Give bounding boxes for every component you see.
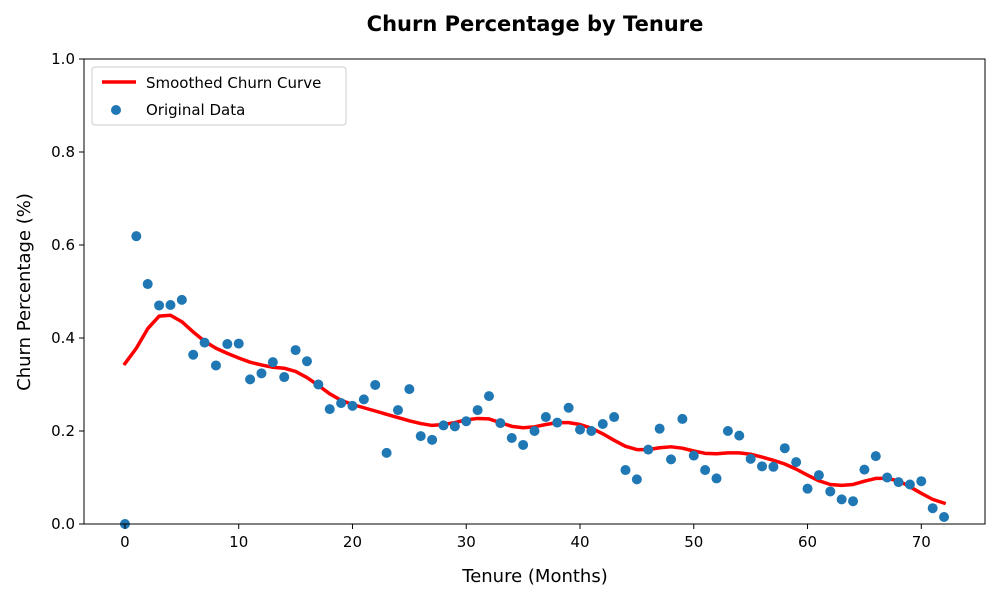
y-axis: 0.0 0.2 0.4 0.6 0.8 1.0 xyxy=(51,50,84,533)
x-tick-label: 70 xyxy=(912,533,931,551)
data-point xyxy=(154,300,165,311)
data-point xyxy=(188,349,199,360)
data-point xyxy=(711,473,722,484)
legend: Smoothed Churn Curve Original Data xyxy=(91,66,347,126)
y-tick-label: 1.0 xyxy=(51,50,75,68)
data-point xyxy=(859,464,870,475)
data-point xyxy=(904,479,915,490)
data-point xyxy=(176,294,187,305)
plot-area xyxy=(119,231,950,529)
data-point xyxy=(461,416,472,427)
data-point xyxy=(370,379,381,390)
data-point xyxy=(529,426,540,436)
data-point xyxy=(518,439,529,450)
data-point xyxy=(620,465,631,476)
data-point xyxy=(267,357,278,368)
x-axis: 0 10 20 30 40 50 60 70 xyxy=(120,524,931,551)
data-point xyxy=(791,457,802,468)
y-tick-label: 0.0 xyxy=(51,515,75,533)
data-point xyxy=(882,472,893,483)
data-point xyxy=(540,412,551,423)
data-point xyxy=(939,512,950,523)
x-axis-title: Tenure (Months) xyxy=(461,566,607,587)
data-point xyxy=(666,454,677,465)
data-point xyxy=(870,451,881,462)
data-point xyxy=(643,444,654,455)
y-tick-label: 0.8 xyxy=(51,143,75,161)
legend-point-marker xyxy=(111,105,121,115)
data-point xyxy=(415,431,426,442)
data-point xyxy=(210,360,221,371)
data-point xyxy=(813,470,824,481)
data-point xyxy=(313,379,324,390)
data-point xyxy=(836,494,847,505)
data-point xyxy=(609,412,620,423)
x-tick-label: 50 xyxy=(684,533,703,551)
data-point xyxy=(893,477,904,488)
data-point xyxy=(779,443,790,454)
data-point xyxy=(336,398,347,409)
data-point xyxy=(131,231,142,242)
data-point xyxy=(734,430,745,441)
x-tick-label: 10 xyxy=(229,533,248,551)
data-point xyxy=(324,404,335,415)
x-tick-label: 30 xyxy=(457,533,476,551)
y-tick-label: 0.4 xyxy=(51,329,75,347)
y-axis-title: Churn Percentage (%) xyxy=(14,193,35,391)
data-point xyxy=(677,413,688,424)
y-tick-label: 0.6 xyxy=(51,236,75,254)
data-point xyxy=(358,394,369,405)
data-point xyxy=(222,339,233,350)
data-point xyxy=(404,384,415,395)
data-point xyxy=(722,426,733,436)
data-point xyxy=(586,426,597,436)
data-point xyxy=(290,345,301,356)
x-tick-label: 20 xyxy=(343,533,362,551)
data-point xyxy=(825,486,836,497)
data-point xyxy=(552,417,563,428)
data-point xyxy=(597,419,608,430)
data-point xyxy=(848,496,859,507)
data-point xyxy=(631,474,642,485)
x-tick-label: 0 xyxy=(120,533,130,551)
y-tick-label: 0.2 xyxy=(51,422,75,440)
data-point xyxy=(802,483,813,494)
data-point xyxy=(427,434,438,445)
data-point xyxy=(449,421,460,432)
data-point xyxy=(563,402,574,413)
data-point xyxy=(745,453,756,464)
data-point xyxy=(256,368,267,379)
plot-frame xyxy=(83,58,986,525)
data-point xyxy=(381,447,392,458)
legend-label-smoothed: Smoothed Churn Curve xyxy=(146,74,321,92)
legend-box xyxy=(91,66,347,126)
x-tick-label: 60 xyxy=(798,533,817,551)
data-point xyxy=(199,337,210,348)
data-point xyxy=(279,372,290,383)
data-point xyxy=(506,432,517,443)
data-point xyxy=(927,503,938,514)
data-point xyxy=(575,424,586,435)
data-point xyxy=(483,391,494,402)
data-point xyxy=(688,450,699,461)
data-point xyxy=(165,299,176,310)
data-point xyxy=(301,356,312,367)
data-point xyxy=(347,400,358,411)
data-point xyxy=(768,461,779,472)
data-point xyxy=(495,418,506,429)
data-point xyxy=(757,461,768,472)
x-tick-label: 40 xyxy=(570,533,589,551)
data-point xyxy=(438,420,449,431)
data-point xyxy=(654,423,665,434)
data-point xyxy=(233,338,244,349)
data-point xyxy=(392,405,403,416)
data-point xyxy=(142,279,153,290)
data-point xyxy=(700,465,711,476)
data-point xyxy=(472,405,483,416)
chart-title: Churn Percentage by Tenure xyxy=(367,12,704,36)
data-point xyxy=(916,476,927,487)
data-point xyxy=(245,374,256,385)
legend-label-original: Original Data xyxy=(146,101,245,119)
